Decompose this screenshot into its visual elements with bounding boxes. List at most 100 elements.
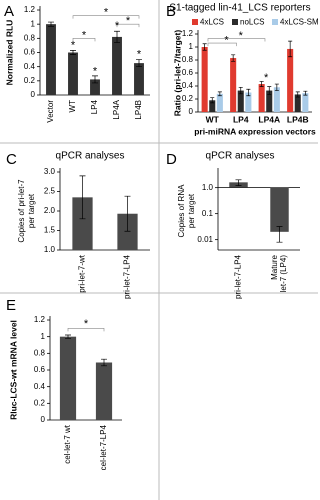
annotation: * <box>84 318 89 330</box>
error-bar <box>276 226 283 243</box>
bar <box>266 90 273 112</box>
bracket <box>116 23 140 28</box>
y-axis-label: per target <box>27 193 36 228</box>
bar <box>216 93 223 112</box>
y-tick-label: 0.2 <box>24 76 36 85</box>
annotation: * <box>115 20 120 32</box>
panel-label: C <box>6 151 17 168</box>
legend-label: 4xLCS-SM <box>280 18 318 27</box>
x-tick-label: LP4B <box>134 100 143 120</box>
error-bar <box>92 75 98 84</box>
y-axis-label: Copies of RNA <box>177 184 186 238</box>
y-tick-label: 1.2 <box>34 315 46 324</box>
error-bar <box>303 90 308 96</box>
chart-title: qPCR analyses <box>206 151 275 162</box>
bar <box>95 362 113 420</box>
y-tick-label: 1 <box>31 19 36 28</box>
bar <box>117 213 138 250</box>
bar <box>59 336 77 420</box>
x-tick-label: LP4A <box>112 99 121 119</box>
x-tick-label: WT <box>206 114 220 124</box>
x-tick-label: pri-let-7-wt <box>78 254 87 293</box>
y-tick-label: 1.0 <box>202 183 214 192</box>
error-bar <box>79 175 86 220</box>
annotation: * <box>239 30 244 42</box>
x-tick-label: Mature <box>270 254 279 279</box>
error-bar <box>202 43 207 51</box>
bracket <box>72 38 96 42</box>
y-tick-label: 0.6 <box>24 48 36 57</box>
legend-swatch <box>232 19 238 25</box>
error-bar <box>231 54 236 62</box>
annotation: * <box>104 7 109 19</box>
bracket <box>67 328 105 332</box>
x-tick-label: pri-let-7-LP4 <box>234 254 243 299</box>
panel-label: E <box>6 297 16 314</box>
bar <box>230 58 237 112</box>
y-tick-label: 3.0 <box>44 167 56 176</box>
bar <box>287 48 294 112</box>
x-tick-label: pri-let-7-LP4 <box>123 254 132 299</box>
bar <box>245 92 252 112</box>
y-tick-label: 1 <box>189 42 194 51</box>
bar <box>90 79 100 95</box>
y-tick-label: 2.5 <box>44 187 56 196</box>
y-tick-label: 1.2 <box>182 29 194 38</box>
y-tick-label: 0.2 <box>34 398 46 407</box>
error-bar <box>235 179 242 186</box>
error-bar <box>274 83 279 91</box>
bar <box>46 24 56 96</box>
annotation: * <box>71 39 76 51</box>
error-bar <box>288 40 293 58</box>
y-tick-label: 2.0 <box>44 206 56 215</box>
y-tick-label: 0.4 <box>182 81 194 90</box>
x-tick-label: LP4B <box>287 114 309 124</box>
error-bar <box>48 21 54 27</box>
annotation: * <box>137 49 142 61</box>
bar <box>270 187 289 232</box>
y-axis-label: Ratio (pri-let-7/target) <box>172 30 182 117</box>
x-tick-label: cel-let-7-LP4 <box>99 424 108 470</box>
error-bar <box>295 91 300 98</box>
error-bar <box>259 81 264 87</box>
y-tick-label: 0.8 <box>24 33 36 42</box>
bar <box>294 94 301 112</box>
y-tick-label: 0.01 <box>197 235 213 244</box>
y-tick-label: 0.4 <box>24 62 36 71</box>
error-bar <box>65 334 71 339</box>
chart-title: qPCR analyses <box>56 151 125 162</box>
chart-title: S1-tagged lin-41_LCS reporters <box>169 3 310 14</box>
error-bar <box>70 50 76 55</box>
y-tick-label: 0 <box>41 415 46 424</box>
x-tick-label: Vector <box>46 100 55 123</box>
x-tick-label: LP4 <box>90 99 99 114</box>
x-tick-label: LP4 <box>233 114 249 124</box>
panel-label: A <box>4 3 14 20</box>
panel-label: B <box>166 3 176 20</box>
error-bar <box>217 91 222 97</box>
y-tick-label: 1.0 <box>44 245 56 254</box>
bar <box>134 63 144 95</box>
annotation: * <box>93 66 98 78</box>
annotation: * <box>224 34 229 46</box>
error-bar <box>136 59 142 68</box>
bar <box>72 197 93 250</box>
y-axis-label: Rluc-LCS-wt mRNA level <box>8 320 18 420</box>
y-axis-label: Copies of pri-let-7 <box>17 179 26 243</box>
annotation: * <box>264 72 269 84</box>
bracket <box>207 38 266 42</box>
y-axis-label: Normalized RLU <box>4 20 14 86</box>
error-bar <box>267 86 272 95</box>
error-bar <box>101 358 107 367</box>
y-tick-label: 0.2 <box>182 94 194 103</box>
error-bar <box>238 86 243 95</box>
bar <box>273 87 280 112</box>
y-tick-label: 1.2 <box>24 5 36 14</box>
bar <box>112 36 122 95</box>
bar <box>201 47 208 112</box>
annotation: * <box>82 29 87 41</box>
y-tick-label: 0.8 <box>182 55 194 64</box>
y-tick-label: 0.1 <box>202 209 214 218</box>
y-tick-label: 1.5 <box>44 226 56 235</box>
